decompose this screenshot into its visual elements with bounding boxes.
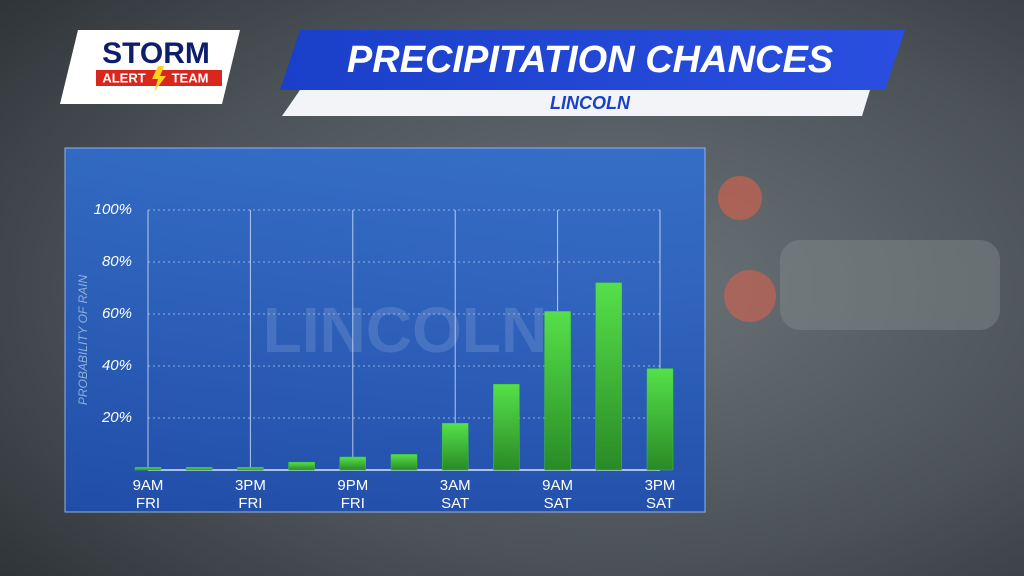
y-tick-label: 60% [102, 305, 132, 322]
x-tick-label: 3PM SAT [645, 477, 676, 512]
bar [390, 454, 418, 471]
bar [288, 461, 315, 471]
logo-bolt [152, 66, 166, 92]
x-tick-label: 9AM SAT [542, 477, 573, 512]
plot-area: 20% 40% 60% 80% 100% 9AM FRI 3PM FRI 9PM FRI 3AM SAT… [94, 201, 676, 512]
logo-team: TEAM [172, 70, 209, 85]
y-tick-label: 80% [102, 253, 132, 270]
bar [441, 422, 469, 471]
subtitle-banner [282, 90, 870, 116]
x-tick-label: 9AM FRI [133, 477, 164, 512]
chart-subtitle: LINCOLN [550, 93, 631, 113]
title-banner [280, 30, 905, 90]
x-tick-label: 3AM SAT [440, 477, 471, 512]
y-tick-label: 40% [102, 357, 132, 374]
blur-car [780, 240, 1000, 330]
logo-alert: ALERT [102, 70, 145, 85]
bar [185, 467, 213, 471]
logo-storm: STORM [102, 37, 210, 70]
bar [493, 383, 520, 471]
bar [134, 467, 162, 471]
bar [544, 311, 571, 471]
x-tick-label: 9PM FRI [337, 477, 368, 512]
y-tick-label: 100% [94, 201, 132, 218]
bar [339, 456, 367, 471]
x-tick-label: 3PM FRI [235, 477, 266, 512]
bar [646, 368, 674, 471]
bar [595, 282, 623, 471]
blur-light [718, 176, 762, 220]
chart-title: PRECIPITATION CHANCES [347, 39, 833, 81]
watermark: LINCOLN [263, 294, 547, 366]
y-tick-label: 20% [101, 409, 132, 426]
blur-light [724, 270, 776, 322]
y-axis-label: PROBABILITY OF RAIN [76, 275, 90, 406]
bar [237, 467, 264, 471]
